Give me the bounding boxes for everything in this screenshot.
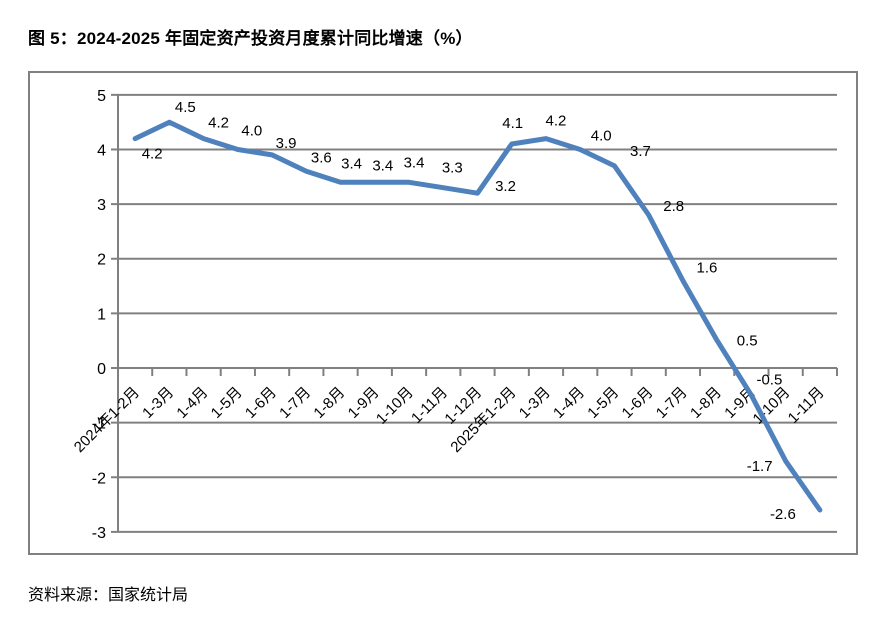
data-label: 3.6 [311, 149, 332, 166]
data-label: 4.2 [546, 113, 567, 130]
data-label: -1.7 [747, 458, 773, 475]
figure-title: 图 5：2024-2025 年固定资产投资月度累计同比增速（%） [28, 29, 473, 48]
data-label: 3.2 [495, 178, 516, 195]
data-label: 3.7 [630, 143, 651, 160]
data-label: -0.5 [756, 371, 782, 388]
y-tick-label: 0 [97, 361, 106, 378]
data-label: 2.8 [663, 198, 684, 215]
y-tick-label: 5 [97, 88, 106, 105]
y-tick-label: -1 [92, 416, 106, 433]
data-label: 4.0 [241, 122, 262, 139]
data-label: 3.4 [404, 154, 425, 171]
y-tick-label: 3 [97, 197, 106, 214]
line-chart: 543210-1-2-32024年1-2月1-3月1-4月1-5月1-6月1-7… [28, 71, 858, 555]
data-label: 4.0 [591, 127, 612, 144]
y-tick-label: -3 [92, 525, 106, 542]
source-note: 资料来源：国家统计局 [28, 587, 189, 604]
series-line [132, 119, 823, 513]
data-label: 4.2 [142, 146, 163, 163]
data-label: -2.6 [770, 506, 796, 523]
data-label: 4.2 [208, 115, 229, 132]
data-label: 4.5 [175, 99, 196, 116]
y-tick-label: -2 [92, 470, 106, 487]
data-label: 3.4 [372, 157, 393, 174]
data-label: 3.3 [442, 160, 463, 177]
data-label: 4.1 [502, 115, 523, 132]
data-label: 0.5 [737, 333, 758, 350]
y-tick-label: 1 [97, 306, 106, 323]
data-label: 3.9 [276, 135, 297, 152]
data-label: 1.6 [696, 260, 717, 277]
y-tick-label: 2 [97, 252, 106, 269]
chart-frame: 5 4 3 2 1 0 -1 -2 -3 2024年1-2月 1-3月 1-4月 1-5月 1-6月 1-7… [28, 71, 858, 555]
data-label: 3.4 [341, 155, 362, 172]
y-tick-label: 4 [97, 142, 106, 159]
